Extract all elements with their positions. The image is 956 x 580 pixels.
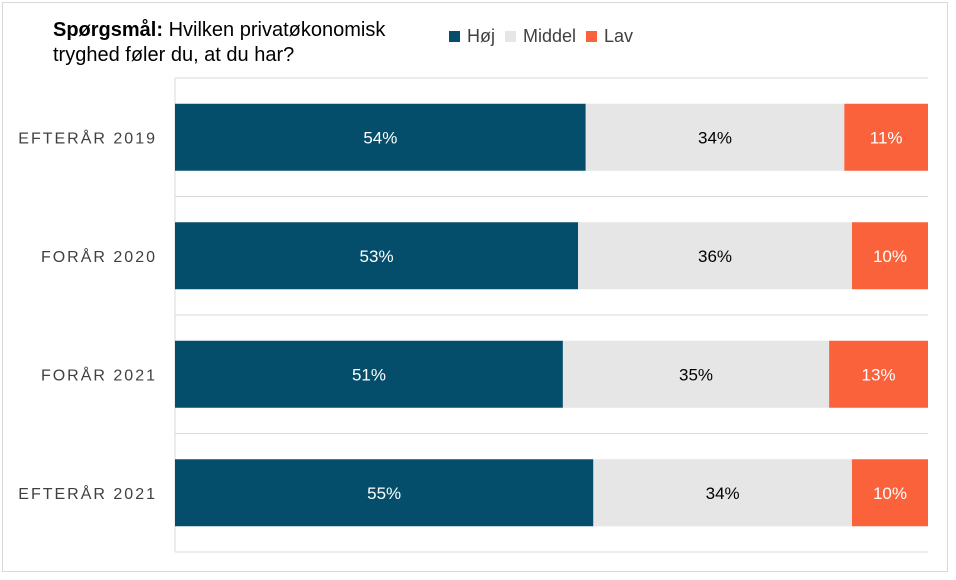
data-label: 53% <box>360 247 394 266</box>
bar-segment <box>585 103 845 171</box>
bar-segment <box>175 103 586 171</box>
data-label: 36% <box>698 247 732 266</box>
bar-segment <box>578 222 852 290</box>
category-label: FORÅR 2020 <box>41 247 157 266</box>
chart-title: Spørgsmål: Hvilken privatøkonomisk trygh… <box>53 18 433 68</box>
data-label: 51% <box>352 365 386 384</box>
bar-segment <box>175 459 594 527</box>
legend: Høj Middel Lav <box>449 26 643 47</box>
legend-swatch-middel <box>505 31 516 42</box>
legend-swatch-lav <box>586 31 598 42</box>
question-text: Hvilken privatøkonomisk tryghed føler du… <box>53 19 386 66</box>
legend-item-lav: Lav <box>586 26 633 47</box>
category-label: EFTERÅR 2021 <box>18 484 157 503</box>
data-label: 34% <box>698 128 732 147</box>
legend-label-hoj: Høj <box>467 26 495 46</box>
bar-segment <box>593 459 852 527</box>
chart-frame <box>2 2 948 572</box>
data-label: 11% <box>870 128 903 147</box>
data-label: 10% <box>873 484 907 503</box>
bar-segment <box>175 340 563 408</box>
legend-item-middel: Middel <box>505 26 576 47</box>
data-label: 10% <box>873 247 907 266</box>
bar-segment <box>851 222 928 290</box>
bar-segment <box>829 340 928 408</box>
data-label: 35% <box>679 365 713 384</box>
data-label: 34% <box>706 484 740 503</box>
legend-swatch-hoj <box>449 31 460 42</box>
bar-segment <box>851 459 928 527</box>
category-label: EFTERÅR 2019 <box>18 128 157 147</box>
legend-label-lav: Lav <box>604 26 634 46</box>
data-label: 54% <box>363 128 397 147</box>
bar-segment <box>175 222 579 290</box>
bar-segment <box>562 340 830 408</box>
question-prefix: Spørgsmål: <box>53 19 164 41</box>
legend-item-hoj: Høj <box>449 26 495 47</box>
data-label: 13% <box>862 365 896 384</box>
category-label: FORÅR 2021 <box>41 365 157 384</box>
bar-segment <box>844 103 928 171</box>
data-label: 55% <box>367 484 401 503</box>
legend-label-middel: Middel <box>523 26 577 46</box>
